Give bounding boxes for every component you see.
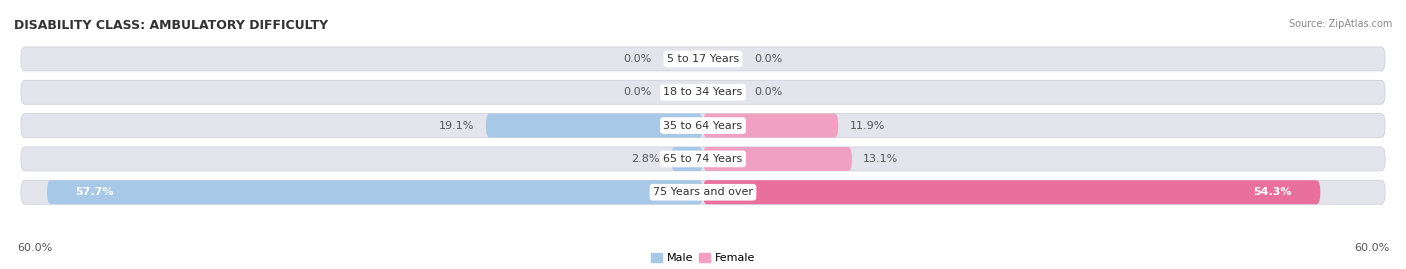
- Text: 75 Years and over: 75 Years and over: [652, 187, 754, 197]
- Text: 0.0%: 0.0%: [624, 87, 652, 97]
- Text: 54.3%: 54.3%: [1253, 187, 1292, 197]
- FancyBboxPatch shape: [703, 147, 852, 171]
- Text: 13.1%: 13.1%: [863, 154, 898, 164]
- Text: 19.1%: 19.1%: [439, 121, 474, 130]
- Text: 5 to 17 Years: 5 to 17 Years: [666, 54, 740, 64]
- Text: 0.0%: 0.0%: [754, 54, 782, 64]
- Text: 65 to 74 Years: 65 to 74 Years: [664, 154, 742, 164]
- FancyBboxPatch shape: [703, 180, 1320, 204]
- FancyBboxPatch shape: [486, 114, 703, 138]
- Text: 35 to 64 Years: 35 to 64 Years: [664, 121, 742, 130]
- Text: DISABILITY CLASS: AMBULATORY DIFFICULTY: DISABILITY CLASS: AMBULATORY DIFFICULTY: [14, 19, 328, 32]
- Text: 0.0%: 0.0%: [754, 87, 782, 97]
- Text: 2.8%: 2.8%: [631, 154, 659, 164]
- Text: Source: ZipAtlas.com: Source: ZipAtlas.com: [1288, 19, 1392, 29]
- FancyBboxPatch shape: [671, 147, 703, 171]
- FancyBboxPatch shape: [21, 147, 1385, 171]
- Text: 60.0%: 60.0%: [1354, 243, 1389, 253]
- Text: 60.0%: 60.0%: [17, 243, 52, 253]
- Text: 0.0%: 0.0%: [624, 54, 652, 64]
- Text: 18 to 34 Years: 18 to 34 Years: [664, 87, 742, 97]
- FancyBboxPatch shape: [21, 180, 1385, 204]
- FancyBboxPatch shape: [21, 47, 1385, 71]
- Text: 11.9%: 11.9%: [849, 121, 884, 130]
- Legend: Male, Female: Male, Female: [647, 248, 759, 268]
- FancyBboxPatch shape: [703, 114, 838, 138]
- FancyBboxPatch shape: [46, 180, 703, 204]
- Text: 57.7%: 57.7%: [76, 187, 114, 197]
- FancyBboxPatch shape: [21, 80, 1385, 104]
- FancyBboxPatch shape: [21, 114, 1385, 138]
